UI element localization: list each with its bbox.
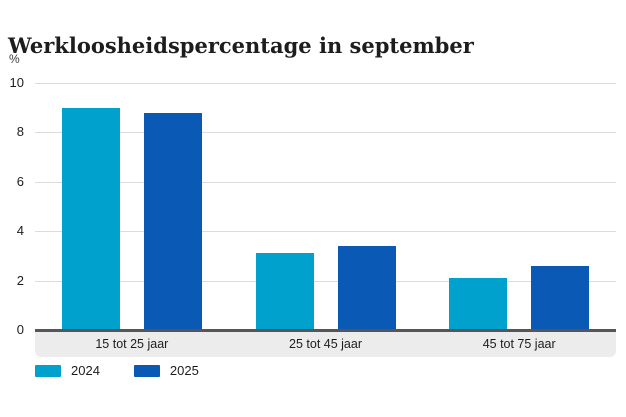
bar-2024-15-tot-25-jaar[interactable]	[61, 107, 120, 330]
legend-swatch-2025	[133, 364, 160, 377]
bar-group-25-tot-45-jaar	[229, 83, 423, 330]
gridline-6	[35, 181, 616, 183]
y-tick-label-6: 6	[16, 173, 24, 189]
gridline-10	[35, 83, 616, 84]
bar-group-45-tot-75-jaar	[422, 83, 616, 330]
legend: 2024 2025	[35, 363, 199, 378]
legend-swatch-2024	[35, 364, 61, 377]
gridline-8	[35, 132, 616, 134]
category-label-15-tot-25-jaar: 15 tot 25 jaar	[95, 337, 169, 351]
bar-2025-15-tot-25-jaar[interactable]	[143, 112, 202, 330]
plot-area	[35, 83, 616, 330]
y-axis: 0 2 4 6 8 10	[0, 0, 24, 417]
x-axis-baseline	[35, 329, 616, 332]
bars-layer	[35, 83, 616, 330]
y-tick-label-2: 2	[16, 272, 24, 288]
legend-item-2024[interactable]: 2024	[35, 363, 100, 378]
y-tick-label-0: 0	[16, 322, 24, 337]
y-axis-unit-label: %	[9, 52, 20, 66]
bar-group-15-tot-25-jaar	[35, 83, 229, 330]
bar-2024-25-tot-45-jaar[interactable]	[255, 253, 314, 330]
legend-item-2025[interactable]: 2025	[133, 363, 199, 378]
gridline-2	[35, 280, 616, 282]
category-label-25-tot-45-jaar: 25 tot 45 jaar	[289, 337, 362, 351]
category-label-45-tot-75-jaar: 45 tot 75 jaar	[482, 337, 556, 351]
gridline-4	[35, 231, 616, 233]
legend-label-2024: 2024	[71, 363, 100, 378]
legend-label-2025: 2025	[169, 363, 199, 378]
bar-2024-45-tot-75-jaar[interactable]	[449, 278, 508, 330]
bar-2025-45-tot-75-jaar[interactable]	[531, 265, 590, 330]
y-tick-label-10: 10	[9, 75, 24, 90]
y-tick-label-4: 4	[16, 223, 24, 239]
category-axis-band: 15 tot 25 jaar 25 tot 45 jaar 45 tot 75 ja…	[35, 332, 616, 357]
y-tick-label-8: 8	[16, 124, 24, 140]
chart-title: Werkloosheidspercentage in september	[8, 33, 474, 59]
bar-2025-25-tot-45-jaar[interactable]	[337, 246, 396, 330]
